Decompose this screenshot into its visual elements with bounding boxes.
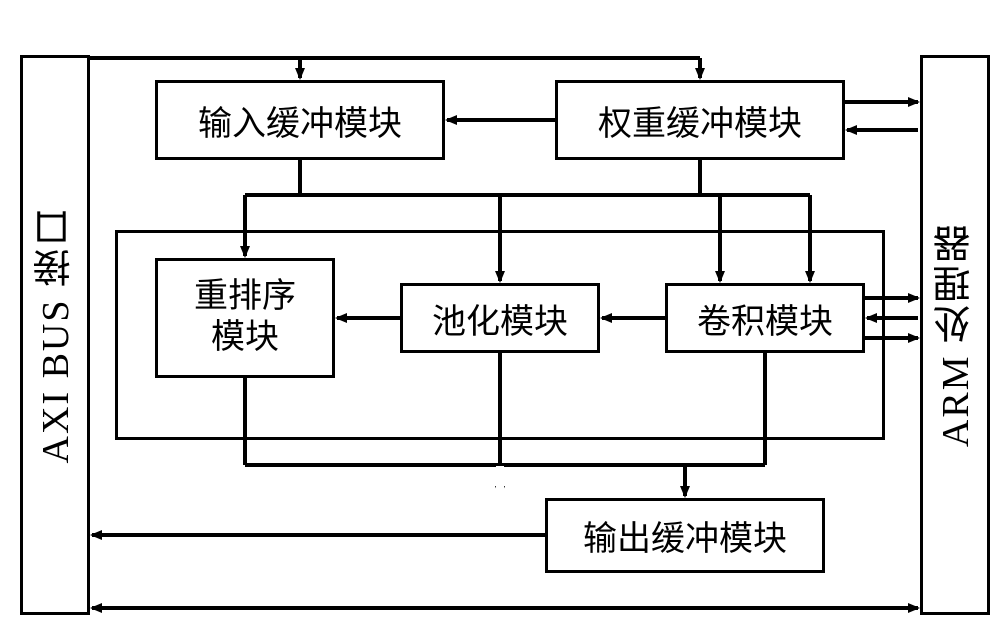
node-conv: 卷积模块 <box>665 283 865 353</box>
node-pool: 池化模块 <box>400 283 600 353</box>
arm-label: ARM 处理器 <box>928 223 983 447</box>
diagram-canvas: AXI BUS 接口 ARM 处理器 输入缓冲模块 权重缓冲模块 重排序 模块 … <box>0 0 1000 632</box>
node-axi-bus: AXI BUS 接口 <box>20 55 90 615</box>
weight-buffer-label: 权重缓冲模块 <box>598 96 802 145</box>
node-reorder: 重排序 模块 <box>155 258 335 378</box>
node-weight-buffer: 权重缓冲模块 <box>555 80 845 160</box>
node-arm-processor: ARM 处理器 <box>920 55 990 615</box>
node-output-buffer: 输出缓冲模块 <box>545 498 825 573</box>
node-input-buffer: 输入缓冲模块 <box>155 80 445 160</box>
pool-label: 池化模块 <box>432 294 568 343</box>
conv-label: 卷积模块 <box>697 294 833 343</box>
reorder-label: 重排序 模块 <box>194 277 296 359</box>
axi-bus-label: AXI BUS 接口 <box>28 207 83 463</box>
output-buffer-label: 输出缓冲模块 <box>583 511 787 560</box>
input-buffer-label: 输入缓冲模块 <box>198 96 402 145</box>
